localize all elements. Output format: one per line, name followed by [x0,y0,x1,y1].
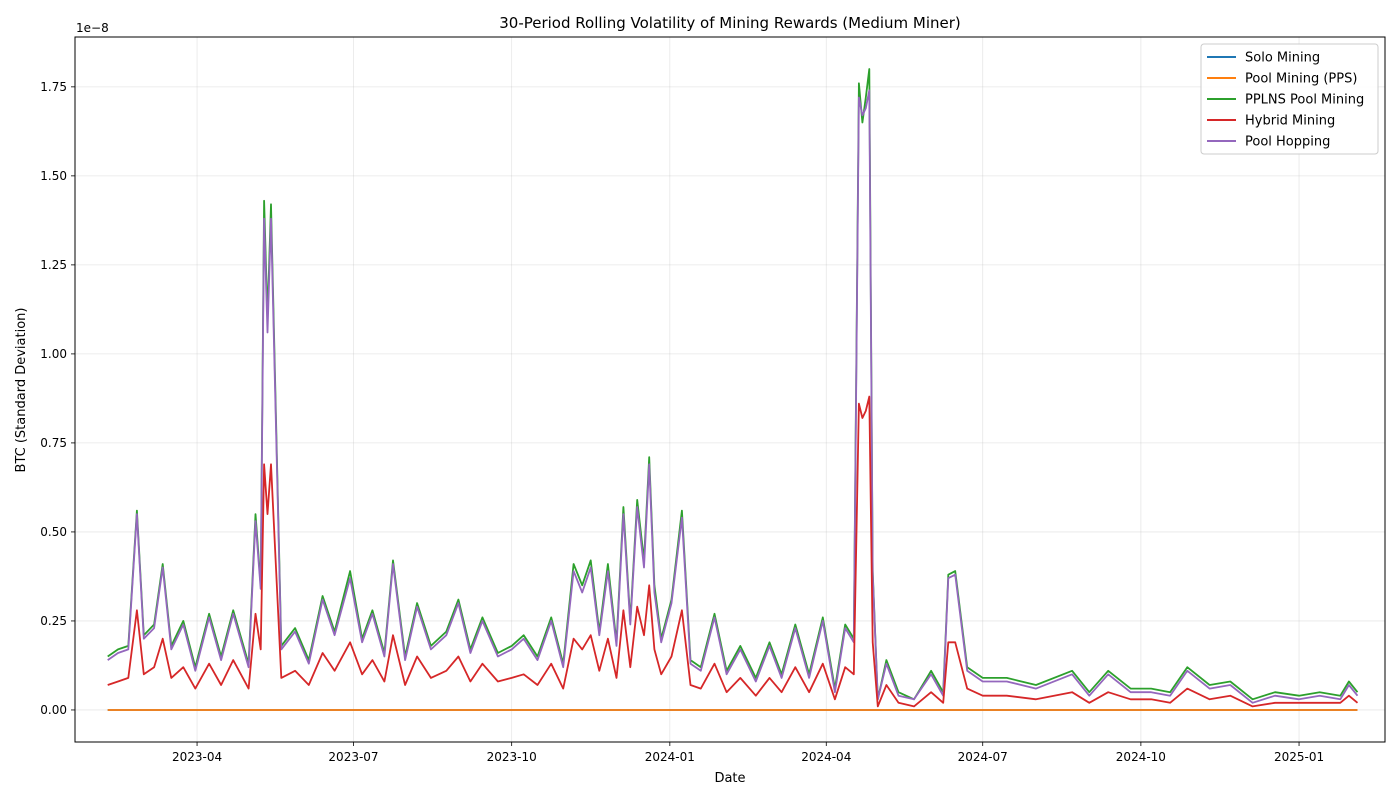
y-tick-label: 1.75 [40,80,67,94]
y-tick-label: 1.25 [40,258,67,272]
series-line-pool-hopping [107,89,1359,704]
y-tick-label: 0.00 [40,703,67,717]
x-tick-label: 2023-04 [172,750,222,764]
x-tick-label: 2024-10 [1116,750,1166,764]
y-tick-label: 0.25 [40,614,67,628]
legend: Solo Mining Pool Mining (PPS) PPLNS Pool M… [1200,43,1379,155]
y-tick-label: 1.00 [40,347,67,361]
x-tick-label: 2023-07 [328,750,378,764]
series-line-hybrid-mining [107,395,1359,708]
series-lines [107,68,1359,711]
x-tick-label: 2023-10 [487,750,537,764]
legend-box [1200,43,1379,155]
legend-label: Pool Hopping [1245,135,1330,150]
x-tick-label: 2024-07 [958,750,1008,764]
legend-label: Hybrid Mining [1245,114,1335,129]
x-tick-label: 2025-01 [1274,750,1324,764]
legend-label: PPLNS Pool Mining [1245,93,1364,108]
y-offset-label: 1e−8 [76,21,109,35]
legend-label: Solo Mining [1245,51,1320,66]
y-axis-title: BTC (Standard Deviation) [14,308,29,473]
x-tick-label: 2024-01 [645,750,695,764]
y-tick-label: 1.50 [40,169,67,183]
legend-items: Solo Mining Pool Mining (PPS) PPLNS Pool M… [1207,51,1364,150]
x-axis-title: Date [714,771,745,786]
chart-title: 30-Period Rolling Volatility of Mining R… [499,14,961,32]
x-tick-label: 2024-04 [801,750,851,764]
legend-label: Pool Mining (PPS) [1245,72,1357,87]
y-tick-label: 0.50 [40,525,67,539]
y-tick-label: 0.75 [40,436,67,450]
ticks: 2023-04 2023-07 2023-10 2024-01 2024-04 2024-… [40,80,1324,764]
grid [75,37,1385,742]
plot-frame [74,36,1386,743]
